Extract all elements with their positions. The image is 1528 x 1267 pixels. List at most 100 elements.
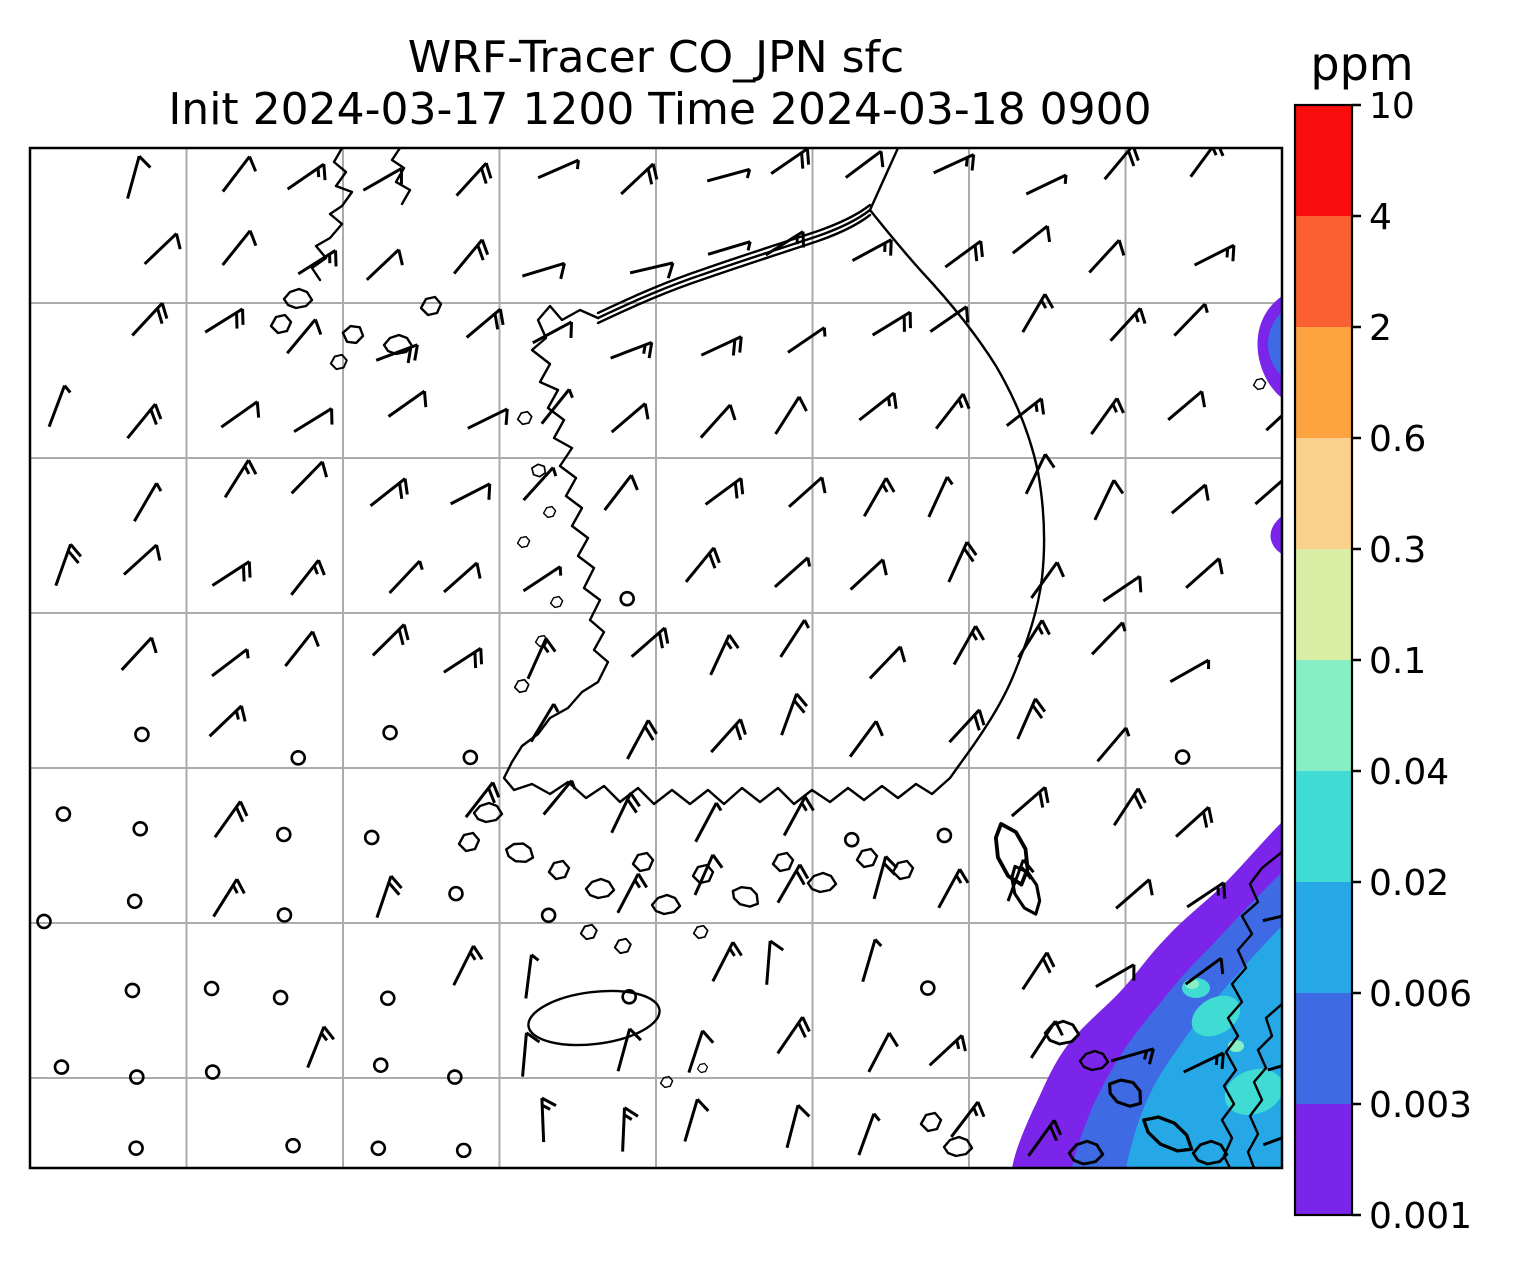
calm-wind-circle — [920, 980, 936, 996]
wind-barb-shaft — [293, 407, 333, 433]
island — [731, 885, 760, 908]
wind-barb-feather — [234, 806, 245, 823]
wind-barb-shaft — [629, 261, 674, 275]
calm-wind-circle — [1174, 749, 1191, 765]
wind-barb-feather — [504, 408, 509, 425]
colorbar-segment — [1295, 882, 1352, 994]
wind-barb-feather — [960, 1035, 967, 1052]
island — [419, 295, 443, 317]
wind-barb-feather — [156, 307, 164, 325]
colorbar-segment — [1295, 660, 1352, 772]
wind-barb-feather — [493, 313, 500, 330]
wind-barb-feather — [629, 474, 639, 491]
plot-subtitle: Init 2024-03-17 1200 Time 2024-03-18 090… — [168, 84, 1151, 135]
wind-barb-feather — [541, 644, 550, 654]
wind-barb-feather — [480, 167, 488, 185]
wind-barb-feather — [805, 148, 811, 165]
island — [531, 463, 547, 478]
wind-barb-feather — [473, 652, 478, 669]
wind-barb-feather — [1222, 882, 1227, 899]
wind-barb-feather — [1138, 576, 1143, 593]
wind-barb-feather — [725, 640, 733, 650]
wind-barb-feather — [255, 401, 261, 418]
wind-barb-shaft — [848, 720, 878, 758]
wind-barb-feather — [696, 1098, 710, 1112]
wind-barb-feather — [63, 384, 72, 394]
calm-wind-circle — [204, 1064, 221, 1080]
wind-barb-feather — [965, 541, 978, 556]
island — [692, 924, 709, 940]
wind-barb-shaft — [621, 1107, 627, 1152]
island — [547, 859, 571, 881]
wind-barb-feather — [248, 155, 258, 172]
wind-barb-shaft — [1170, 483, 1207, 515]
wind-barb-feather — [898, 646, 907, 663]
wind-barb-feather — [643, 403, 650, 420]
wind-barb-feather — [881, 483, 889, 493]
wind-barb-feather — [1048, 1125, 1058, 1142]
wind-barb-shaft — [849, 558, 884, 591]
wind-barb-feather — [977, 709, 986, 726]
calm-wind-circle — [290, 750, 307, 766]
wind-barb-feather — [629, 792, 641, 808]
wind-barb-shaft — [387, 389, 426, 418]
concentration-plume — [1012, 296, 1282, 1168]
wind-barb-feather — [1138, 307, 1147, 325]
colorbar-tick-label: 0.3 — [1369, 530, 1426, 571]
wind-barb-feather — [1022, 858, 1035, 874]
wind-barb-feather — [235, 878, 246, 895]
wind-barb-feather — [239, 800, 249, 817]
wind-barb-feather — [1231, 245, 1236, 262]
wind-barb-feather — [657, 632, 664, 649]
wind-barb-feather — [1207, 806, 1214, 824]
wind-barb-feather — [715, 802, 723, 812]
calm-wind-circle — [129, 1069, 145, 1085]
wind-barb-feather — [1148, 1048, 1155, 1065]
colorbar-segment — [1295, 1104, 1352, 1216]
wind-barb-feather — [955, 874, 963, 884]
wind-barb-feather — [1063, 174, 1068, 185]
wind-barb-feather — [962, 547, 975, 563]
calm-wind-circle — [276, 907, 293, 923]
wind-barb-shaft — [143, 232, 178, 266]
wind-barb-feather — [552, 703, 560, 713]
wind-barb-shaft — [1173, 302, 1207, 337]
wind-barb-feather — [397, 629, 405, 646]
colorbar-segment — [1295, 771, 1352, 883]
colorbar-tick-label: 0.6 — [1369, 419, 1426, 460]
wind-barb-feather — [958, 868, 970, 884]
wind-barb-shaft — [388, 559, 421, 595]
wind-barb-shaft — [774, 396, 801, 435]
wind-barb-feather — [646, 719, 658, 735]
wind-barb-feather — [155, 482, 163, 492]
wind-barb-feather — [1039, 398, 1046, 415]
wind-barb-shaft — [521, 1032, 528, 1077]
wind-barb-feather — [798, 863, 810, 880]
wind-barb-shaft — [929, 305, 968, 333]
wind-barb-feather — [1216, 886, 1220, 896]
wind-barb-shaft — [522, 565, 562, 593]
wind-barb-feather — [1037, 625, 1044, 635]
wind-barb-feather — [795, 692, 809, 708]
wind-barb-shaft — [1262, 914, 1282, 923]
wind-barb-feather — [874, 938, 883, 948]
wind-barb-feather — [884, 477, 896, 493]
wind-barb-shaft — [706, 167, 751, 183]
wind-barb-feather — [746, 241, 752, 251]
wind-barb-feather — [822, 327, 827, 337]
wind-barb-feather — [1045, 951, 1056, 968]
wind-barb-feather — [1214, 1055, 1219, 1066]
wind-barb-feather — [879, 151, 885, 168]
wind-barb-shaft — [693, 854, 715, 896]
island — [771, 851, 795, 873]
wind-barb-feather — [541, 1096, 557, 1107]
island — [1191, 1139, 1229, 1166]
wind-barb-feather — [976, 1101, 986, 1118]
wind-barb-shaft — [1011, 224, 1049, 255]
calm-wind-circle — [448, 885, 464, 902]
island — [806, 871, 838, 894]
wind-barb-feather — [475, 562, 482, 579]
wind-barb-feather — [734, 724, 743, 741]
wind-barb-shaft — [779, 619, 806, 658]
wind-barb-feather — [322, 164, 327, 181]
